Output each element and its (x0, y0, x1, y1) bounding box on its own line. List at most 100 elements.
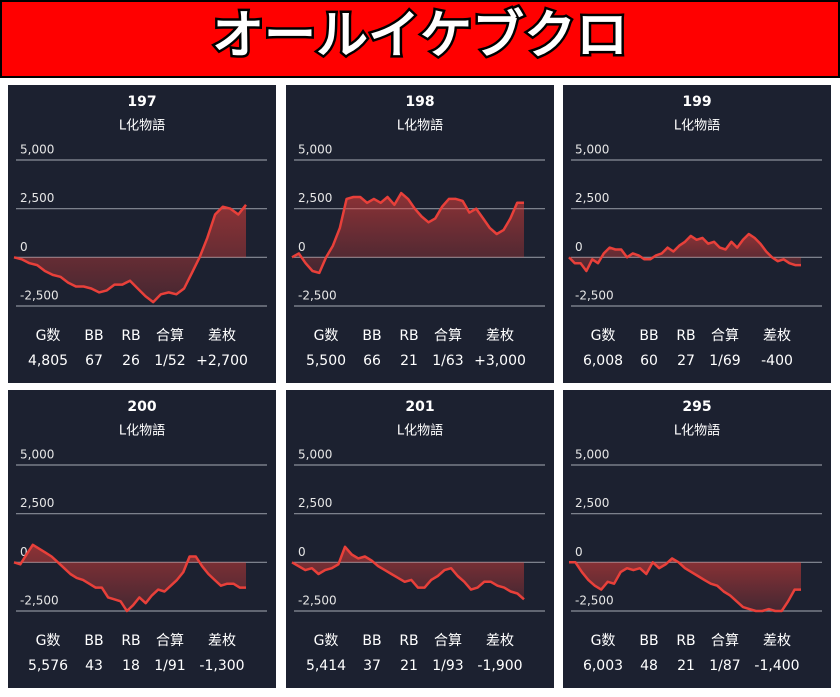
stat-value: 48 (640, 658, 658, 674)
stat-value: 27 (677, 353, 695, 369)
line (568, 232, 801, 273)
y-tick-label: 2,500 (575, 191, 609, 205)
stat-header: 差枚 (763, 328, 791, 344)
stat-header: G数 (36, 328, 61, 344)
stat-header: G数 (36, 633, 61, 649)
stat-value: -1,900 (477, 658, 522, 674)
stat-value: -1,400 (754, 658, 799, 674)
y-tick-label: 5,000 (20, 448, 54, 462)
y-tick-label: -2,500 (575, 289, 614, 303)
stat-value: -1,300 (199, 658, 244, 674)
banner-title: オールイケブクロ (212, 6, 628, 66)
y-tick-label: 5,000 (575, 448, 609, 462)
panel-title: 198 (405, 94, 434, 110)
stat-value: 1/87 (709, 658, 740, 674)
y-tick-label: -2,500 (20, 289, 59, 303)
panel-subtitle: L化物語 (397, 118, 443, 134)
panel (286, 390, 554, 688)
y-tick-label: 5,000 (20, 143, 54, 157)
y-tick-label: -2,500 (298, 594, 337, 608)
area (14, 204, 246, 303)
panel-subtitle: L化物語 (119, 118, 165, 134)
area (292, 546, 524, 600)
line (569, 557, 801, 613)
stat-header: 差枚 (763, 633, 791, 649)
stat-header: BB (639, 328, 658, 344)
stat-value: 66 (363, 353, 381, 369)
stat-header: BB (362, 633, 381, 649)
y-tick-label: 0 (575, 545, 583, 559)
y-tick-label: 0 (575, 240, 583, 254)
stat-value: 6,003 (583, 658, 623, 674)
stat-header: 合算 (156, 633, 184, 649)
panel-title: 197 (127, 94, 156, 110)
panel (563, 85, 831, 383)
stat-value: 21 (400, 353, 418, 369)
y-tick-label: 0 (298, 545, 306, 559)
y-tick-label: 2,500 (575, 496, 609, 510)
stat-header: RB (121, 633, 140, 649)
stat-value: 5,500 (306, 353, 346, 369)
y-tick-label: 5,000 (298, 448, 332, 462)
y-tick-label: -2,500 (20, 594, 59, 608)
stat-value: 26 (122, 353, 140, 369)
line (13, 543, 246, 613)
panel-subtitle: L化物語 (119, 423, 165, 439)
stat-value: 1/69 (709, 353, 740, 369)
stat-value: 21 (400, 658, 418, 674)
stat-header: 差枚 (208, 633, 236, 649)
stat-value: 37 (363, 658, 381, 674)
panel-title: 200 (127, 399, 156, 415)
stat-value: 1/91 (154, 658, 185, 674)
y-tick-label: 0 (20, 240, 28, 254)
y-tick-label: -2,500 (298, 289, 337, 303)
stat-header: 合算 (711, 328, 739, 344)
stat-value: 1/52 (154, 353, 185, 369)
stat-header: RB (121, 328, 140, 344)
stat-value: -400 (761, 353, 793, 369)
panel-title: 201 (405, 399, 434, 415)
stat-header: G数 (591, 328, 616, 344)
stat-value: 21 (677, 658, 695, 674)
stat-value: 5,576 (28, 658, 68, 674)
stat-header: RB (676, 633, 695, 649)
stat-header: RB (399, 633, 418, 649)
panel (563, 390, 831, 688)
stat-value: 6,008 (583, 353, 623, 369)
stat-header: 差枚 (486, 328, 514, 344)
stat-value: 1/63 (432, 353, 463, 369)
panel-title: 295 (682, 399, 711, 415)
stat-header: RB (399, 328, 418, 344)
panel-subtitle: L化物語 (674, 423, 720, 439)
y-tick-label: 2,500 (20, 496, 54, 510)
area (569, 234, 801, 271)
y-tick-label: -2,500 (575, 594, 614, 608)
panel-title: 199 (682, 94, 711, 110)
banner (0, 0, 840, 78)
stat-value: +2,700 (196, 353, 248, 369)
stat-value: 43 (85, 658, 103, 674)
line (291, 545, 525, 601)
stat-value: +3,000 (474, 353, 526, 369)
y-tick-label: 2,500 (20, 191, 54, 205)
stat-header: BB (84, 633, 103, 649)
stat-header: G数 (591, 633, 616, 649)
stat-header: 合算 (711, 633, 739, 649)
stat-value: 60 (640, 353, 658, 369)
stat-header: 差枚 (208, 328, 236, 344)
area (569, 558, 801, 611)
panel-subtitle: L化物語 (674, 118, 720, 134)
stat-header: RB (676, 328, 695, 344)
stat-header: 合算 (434, 328, 462, 344)
stat-header: BB (84, 328, 103, 344)
line (13, 204, 247, 304)
y-tick-label: 0 (20, 545, 28, 559)
stat-header: BB (639, 633, 658, 649)
y-tick-label: 0 (298, 240, 306, 254)
stat-header: 差枚 (486, 633, 514, 649)
stat-value: 1/93 (432, 658, 463, 674)
panel (8, 390, 276, 688)
stat-header: BB (362, 328, 381, 344)
